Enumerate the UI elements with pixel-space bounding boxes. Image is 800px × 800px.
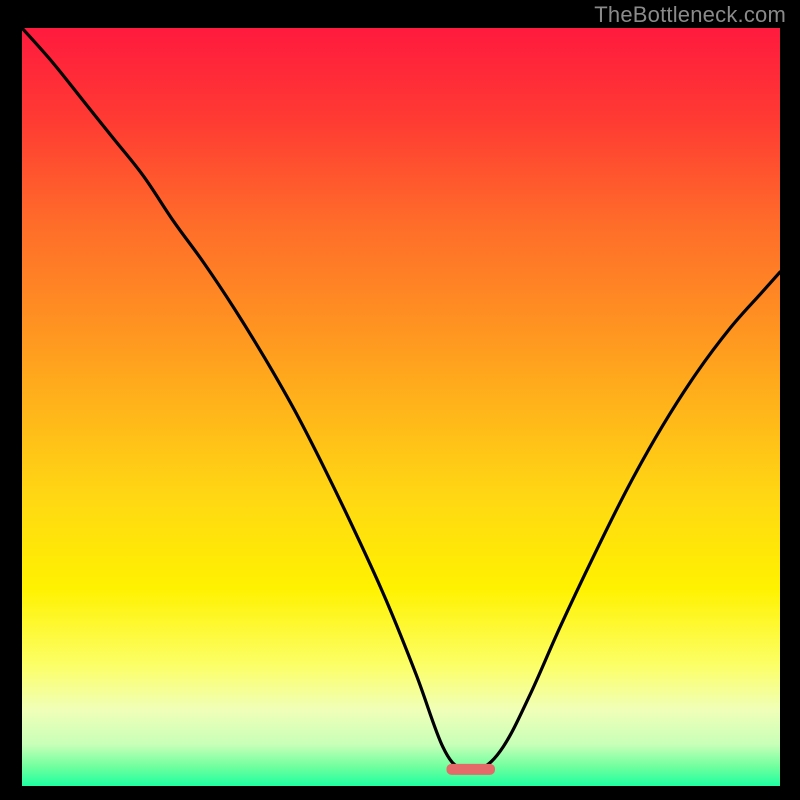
watermark-text: TheBottleneck.com [594,2,786,28]
bottleneck-chart [22,28,780,786]
minimum-marker [446,764,495,775]
gradient-background [22,28,780,786]
